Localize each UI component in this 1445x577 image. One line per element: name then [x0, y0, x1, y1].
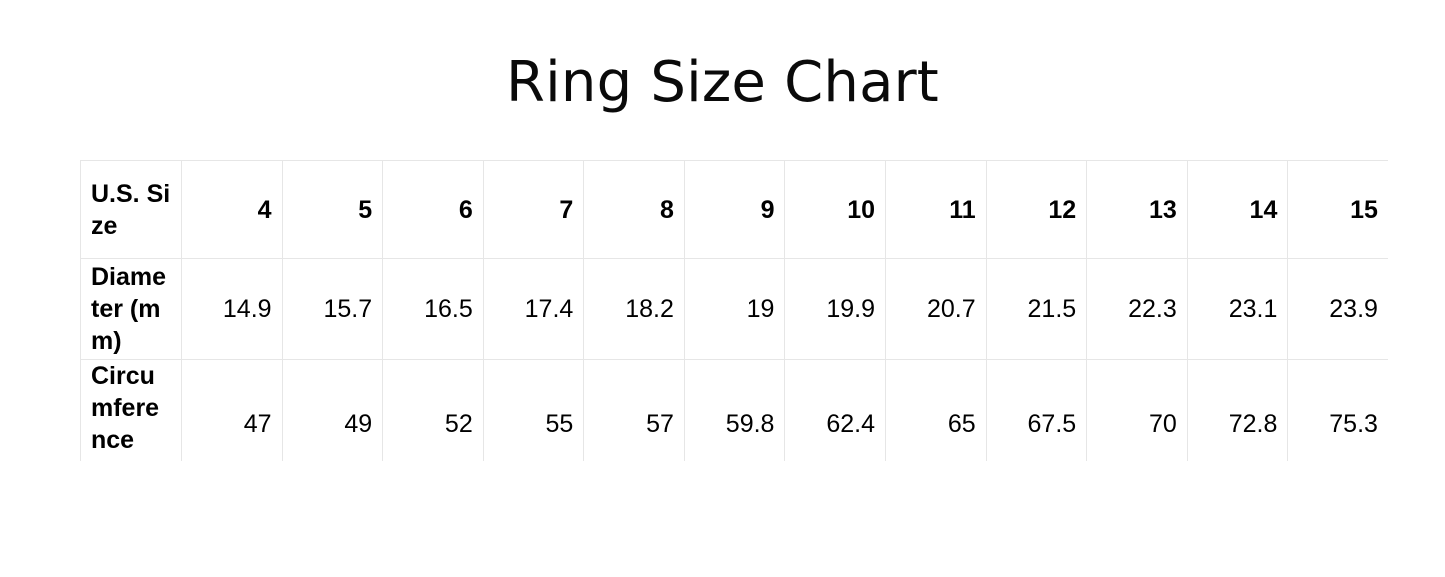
row-header-circumference: Circumference (mm) — [80, 359, 182, 461]
cell-us-size-6: 10 — [784, 160, 887, 259]
row-header-diameter-label: Diameter (mm) — [91, 263, 167, 355]
cell-us-size-0: 4 — [181, 160, 283, 259]
page-title: Ring Size Chart — [506, 50, 939, 115]
cell-circumference-2: 52 — [382, 359, 484, 461]
cell-diameter-1: 15.7 — [281, 258, 384, 360]
table-row-circumference: Circumference (mm) 47 49 52 55 57 59.8 6… — [80, 359, 1388, 461]
cell-us-size-10: 14 — [1186, 160, 1289, 259]
cell-diameter-2: 16.5 — [382, 258, 484, 360]
cell-diameter-10: 23.1 — [1186, 258, 1289, 360]
cell-us-size-8: 12 — [985, 160, 1088, 259]
cell-diameter-5: 19 — [683, 258, 786, 360]
cell-circumference-9: 70 — [1086, 359, 1188, 461]
cell-circumference-1: 49 — [281, 359, 384, 461]
cell-diameter-3: 17.4 — [482, 258, 585, 360]
cell-circumference-4: 57 — [583, 359, 685, 461]
cell-circumference-3: 55 — [482, 359, 585, 461]
cell-diameter-6: 19.9 — [784, 258, 887, 360]
ring-size-table: U.S. Size 4 5 6 7 8 9 10 11 12 13 14 15 — [80, 160, 1388, 461]
row-header-us-size: U.S. Size — [80, 160, 182, 259]
cell-circumference-8: 67.5 — [985, 359, 1088, 461]
cell-diameter-0: 14.9 — [181, 258, 283, 360]
cell-us-size-11: 15 — [1287, 160, 1388, 259]
cell-circumference-11: 75.3 — [1287, 359, 1388, 461]
cell-us-size-3: 7 — [482, 160, 585, 259]
table-body: U.S. Size 4 5 6 7 8 9 10 11 12 13 14 15 — [80, 160, 1388, 461]
row-header-circumference-label: Circumference (mm) — [91, 362, 160, 461]
cell-diameter-9: 22.3 — [1086, 258, 1188, 360]
cell-diameter-8: 21.5 — [985, 258, 1088, 360]
cell-circumference-5: 59.8 — [683, 359, 786, 461]
cell-circumference-6: 62.4 — [784, 359, 887, 461]
cell-circumference-10: 72.8 — [1186, 359, 1289, 461]
row-header-us-size-label: U.S. Size — [91, 179, 171, 240]
cell-us-size-2: 6 — [382, 160, 484, 259]
cell-us-size-4: 8 — [583, 160, 685, 259]
cell-circumference-7: 65 — [885, 359, 987, 461]
cell-diameter-7: 20.7 — [885, 258, 987, 360]
ring-size-table-container: U.S. Size 4 5 6 7 8 9 10 11 12 13 14 15 — [80, 160, 1388, 461]
cell-circumference-0: 47 — [181, 359, 283, 461]
row-header-diameter: Diameter (mm) — [80, 258, 182, 360]
cell-us-size-5: 9 — [683, 160, 786, 259]
cell-diameter-4: 18.2 — [583, 258, 685, 360]
table-row-us-size: U.S. Size 4 5 6 7 8 9 10 11 12 13 14 15 — [80, 160, 1388, 259]
cell-diameter-11: 23.9 — [1287, 258, 1388, 360]
cell-us-size-1: 5 — [281, 160, 384, 259]
cell-us-size-7: 11 — [885, 160, 987, 259]
cell-us-size-9: 13 — [1086, 160, 1188, 259]
table-row-diameter: Diameter (mm) 14.9 15.7 16.5 17.4 18.2 1… — [80, 258, 1388, 360]
